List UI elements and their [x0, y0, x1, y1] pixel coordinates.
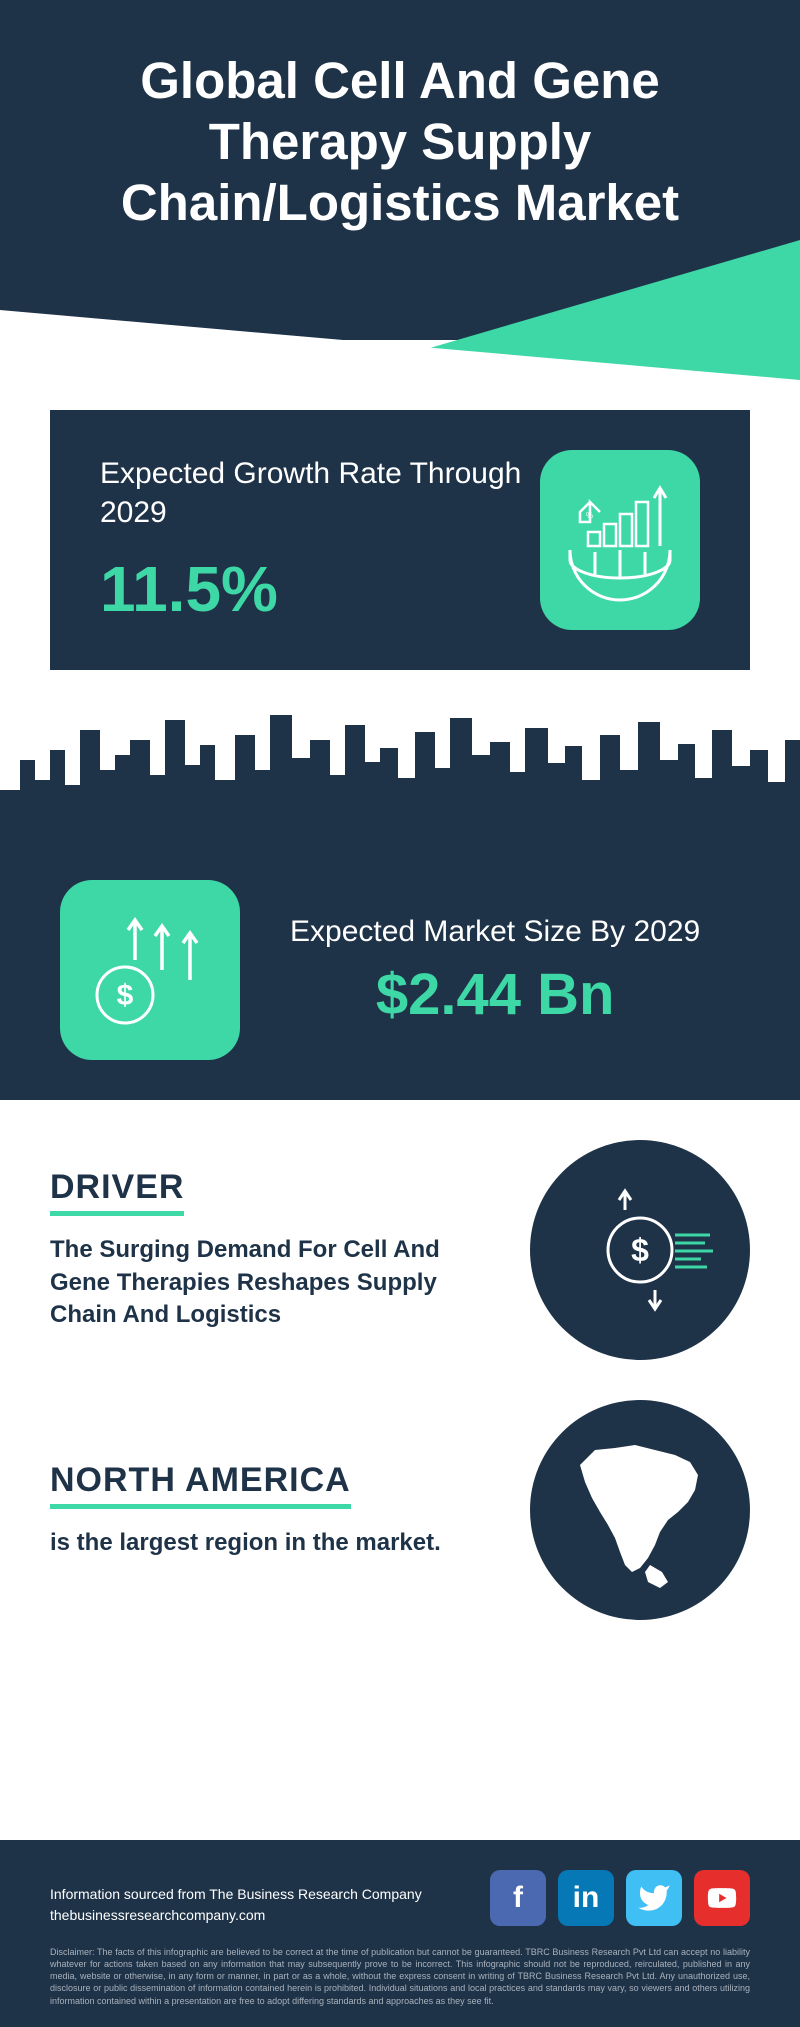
market-size-value: $2.44 Bn — [290, 961, 700, 1028]
market-size-text: Expected Market Size By 2029 $2.44 Bn — [290, 912, 700, 1028]
region-section: NORTH AMERICA is the largest region in t… — [50, 1400, 750, 1620]
spacer — [0, 1660, 800, 1840]
page-title: Global Cell And Gene Therapy Supply Chai… — [0, 0, 800, 284]
twitter-icon[interactable] — [626, 1870, 682, 1926]
region-desc: is the largest region in the market. — [50, 1527, 490, 1559]
header-accent-white — [0, 310, 800, 380]
source-line1: Information sourced from The Business Re… — [50, 1884, 422, 1905]
growth-rate-value: 11.5% — [100, 552, 540, 626]
youtube-icon[interactable] — [694, 1870, 750, 1926]
dollar-arrows-icon: $ — [80, 900, 220, 1040]
driver-text: DRIVER The Surging Demand For Cell And G… — [50, 1168, 490, 1331]
footer-top: Information sourced from The Business Re… — [50, 1870, 750, 1926]
market-size-label: Expected Market Size By 2029 — [290, 912, 700, 951]
north-america-map-icon — [550, 1420, 730, 1600]
dollar-transfer-icon: $ — [565, 1175, 715, 1325]
footer-source: Information sourced from The Business Re… — [50, 1884, 422, 1926]
facebook-icon[interactable]: f — [490, 1870, 546, 1926]
growth-rate-text: Expected Growth Rate Through 2029 11.5% — [100, 454, 540, 626]
market-size-icon-box: $ — [60, 880, 240, 1060]
social-icons: f in — [490, 1870, 750, 1926]
driver-title: DRIVER — [50, 1168, 184, 1216]
svg-text:$: $ — [117, 979, 134, 1012]
market-size-card: $ Expected Market Size By 2029 $2.44 Bn — [0, 840, 800, 1100]
header-section: Global Cell And Gene Therapy Supply Chai… — [0, 0, 800, 380]
driver-desc: The Surging Demand For Cell And Gene The… — [50, 1234, 490, 1331]
growth-rate-label: Expected Growth Rate Through 2029 — [100, 454, 540, 532]
globe-bars-icon: % — [550, 470, 690, 610]
driver-section: DRIVER The Surging Demand For Cell And G… — [50, 1140, 750, 1360]
region-icon-circle — [530, 1400, 750, 1620]
disclaimer-text: Disclaimer: The facts of this infographi… — [50, 1946, 750, 2007]
svg-text:$: $ — [631, 1232, 649, 1268]
driver-icon-circle: $ — [530, 1140, 750, 1360]
skyline-icon — [0, 700, 800, 840]
growth-chart-icon: % — [540, 450, 700, 630]
region-text: NORTH AMERICA is the largest region in t… — [50, 1461, 490, 1559]
city-skyline — [0, 700, 800, 840]
source-line2: thebusinessresearchcompany.com — [50, 1905, 422, 1926]
infographic-container: Global Cell And Gene Therapy Supply Chai… — [0, 0, 800, 2027]
linkedin-icon[interactable]: in — [558, 1870, 614, 1926]
region-title: NORTH AMERICA — [50, 1461, 351, 1509]
growth-rate-card: Expected Growth Rate Through 2029 11.5% … — [50, 410, 750, 670]
footer: Information sourced from The Business Re… — [0, 1840, 800, 2027]
svg-text:%: % — [586, 511, 593, 520]
